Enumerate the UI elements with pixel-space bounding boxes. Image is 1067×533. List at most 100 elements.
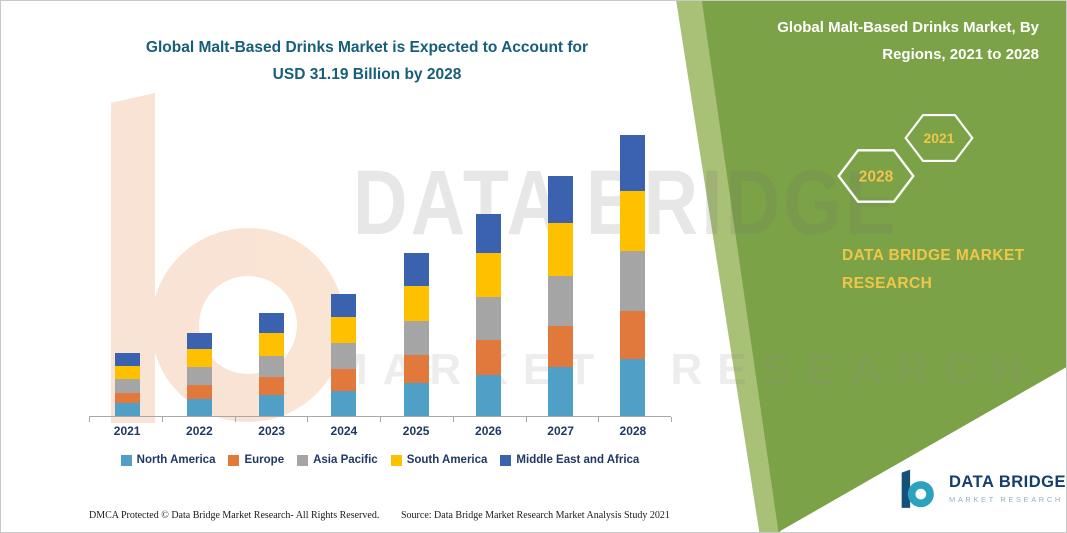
company-logo: DATA BRIDGE MARKET RESEARCH <box>894 465 1066 511</box>
legend-swatch <box>500 454 512 466</box>
bar-segment-europe <box>114 392 140 404</box>
bar-segment-south-america <box>620 191 646 252</box>
legend-label: South America <box>406 454 488 466</box>
legend-item-middle-east-and-africa: Middle East and Africa <box>500 454 639 466</box>
bar-stack-2027 <box>548 175 574 416</box>
x-axis-tick <box>161 417 163 422</box>
x-axis-label-2028: 2028 <box>619 424 647 438</box>
x-axis-label-2021: 2021 <box>113 424 141 438</box>
chart-title: Global Malt-Based Drinks Market is Expec… <box>111 34 623 88</box>
x-axis-labels: 2021 2022 2023 2024 2025 2026 2027 2028 <box>91 424 669 438</box>
legend-label: Asia Pacific <box>313 454 378 466</box>
bar-segment-middle-east-and-africa <box>186 333 212 350</box>
legend-item-north-america: North America <box>120 454 216 466</box>
bar-segment-south-america <box>548 223 574 276</box>
bar-segment-europe <box>186 384 212 399</box>
bar-stack-2028 <box>620 135 646 416</box>
bar-segment-north-america <box>259 395 285 416</box>
bar-segment-middle-east-and-africa <box>403 253 429 286</box>
hexagon-2028: 2028 <box>837 149 915 203</box>
side-panel-title-line2: Regions, 2021 to 2028 <box>882 46 1039 63</box>
side-panel-title: Global Malt-Based Drinks Market, By Regi… <box>727 14 1039 68</box>
side-panel-brand-line2: RESEARCH <box>842 274 933 292</box>
bar-segment-north-america <box>548 367 574 416</box>
bar-segment-middle-east-and-africa <box>331 293 357 318</box>
plot-area <box>91 134 669 416</box>
bar-segment-europe <box>548 326 574 368</box>
bar-segment-europe <box>475 339 501 375</box>
hexagon-2021: 2021 <box>904 114 974 162</box>
bar-segment-north-america <box>186 398 212 416</box>
bar-stack-2021 <box>114 353 140 416</box>
bar-segment-north-america <box>620 359 646 416</box>
hexagon-2021-label: 2021 <box>924 130 955 146</box>
x-axis <box>89 416 672 422</box>
side-panel-brand-line1: DATA BRIDGE MARKET <box>842 247 1025 264</box>
hexagon-2028-label: 2028 <box>859 168 894 185</box>
logo-text-block: DATA BRIDGE MARKET RESEARCH <box>949 473 1066 504</box>
legend-item-south-america: South America <box>390 454 488 466</box>
x-axis-tick <box>234 417 236 422</box>
side-panel-title-line1: Global Malt-Based Drinks Market, By <box>777 19 1039 36</box>
x-axis-label-2024: 2024 <box>330 424 358 438</box>
legend-label: Europe <box>244 454 285 466</box>
legend-swatch <box>120 454 132 466</box>
logo-b-bowl <box>907 481 934 508</box>
bar-segment-middle-east-and-africa <box>620 135 646 192</box>
bar-stack-2023 <box>259 313 285 416</box>
bar-segment-asia-pacific <box>259 355 285 378</box>
x-axis-tick <box>452 417 454 422</box>
dmca-notice: DMCA Protected © Data Bridge Market Rese… <box>89 510 380 521</box>
legend-swatch <box>297 454 309 466</box>
bar-segment-asia-pacific <box>548 275 574 327</box>
legend-label: North America <box>136 454 216 466</box>
bar-stack-2024 <box>331 293 357 416</box>
x-axis-tick <box>671 417 672 422</box>
bar-segment-south-america <box>114 365 140 380</box>
logo-subtitle-text: MARKET RESEARCH <box>948 494 1063 504</box>
bar-segment-europe <box>331 369 357 391</box>
bar-stack-2025 <box>403 253 429 416</box>
bar-segment-asia-pacific <box>186 367 212 385</box>
bar-segment-middle-east-and-africa <box>259 313 285 334</box>
source-note: Source: Data Bridge Market Research Mark… <box>401 510 670 521</box>
bar-segment-south-america <box>259 333 285 356</box>
hexagon-2028-outline <box>837 149 915 203</box>
x-axis-label-2022: 2022 <box>186 424 213 438</box>
bar-stack-2026 <box>475 213 501 416</box>
x-axis-label-2023: 2023 <box>258 424 285 438</box>
bar-segment-asia-pacific <box>114 379 140 393</box>
x-axis-label-2025: 2025 <box>402 424 430 438</box>
bar-segment-middle-east-and-africa <box>548 175 574 224</box>
legend-item-europe: Europe <box>228 454 284 466</box>
bar-segment-south-america <box>186 349 212 368</box>
bar-segment-north-america <box>403 382 429 416</box>
bar-segment-asia-pacific <box>331 343 357 370</box>
legend-swatch <box>390 454 402 466</box>
bar-segment-south-america <box>331 317 357 344</box>
bar-segment-asia-pacific <box>403 320 429 355</box>
bar-segment-asia-pacific <box>620 251 646 311</box>
legend-label: Middle East and Africa <box>516 454 640 466</box>
logo-brand-text: DATA BRIDGE <box>948 472 1067 491</box>
watermark-market-research-text: MARKET RESEARCH <box>331 345 1038 394</box>
logo-b-stem <box>901 469 911 508</box>
chart-title-line1: Global Malt-Based Drinks Market is Expec… <box>145 39 589 56</box>
bar-segment-europe <box>259 377 285 396</box>
bar-segment-europe <box>620 310 646 360</box>
chart-legend: North America Europe Asia Pacific South Ame… <box>71 454 689 466</box>
hexagon-2021-outline <box>904 114 974 162</box>
bar-segment-europe <box>403 354 429 383</box>
bar-segment-north-america <box>114 403 140 416</box>
data-bridge-logo-icon <box>901 469 934 508</box>
x-axis-tick <box>598 417 600 422</box>
x-axis-label-2027: 2027 <box>547 424 574 438</box>
bar-segment-north-america <box>475 374 501 416</box>
bar-segment-asia-pacific <box>475 297 501 340</box>
x-axis-tick <box>380 417 381 422</box>
x-axis-tick <box>525 417 527 422</box>
side-panel-brand-text: DATA BRIDGE MARKET RESEARCH <box>842 242 1025 298</box>
bar-segment-middle-east-and-africa <box>114 353 140 366</box>
legend-swatch <box>228 454 240 466</box>
